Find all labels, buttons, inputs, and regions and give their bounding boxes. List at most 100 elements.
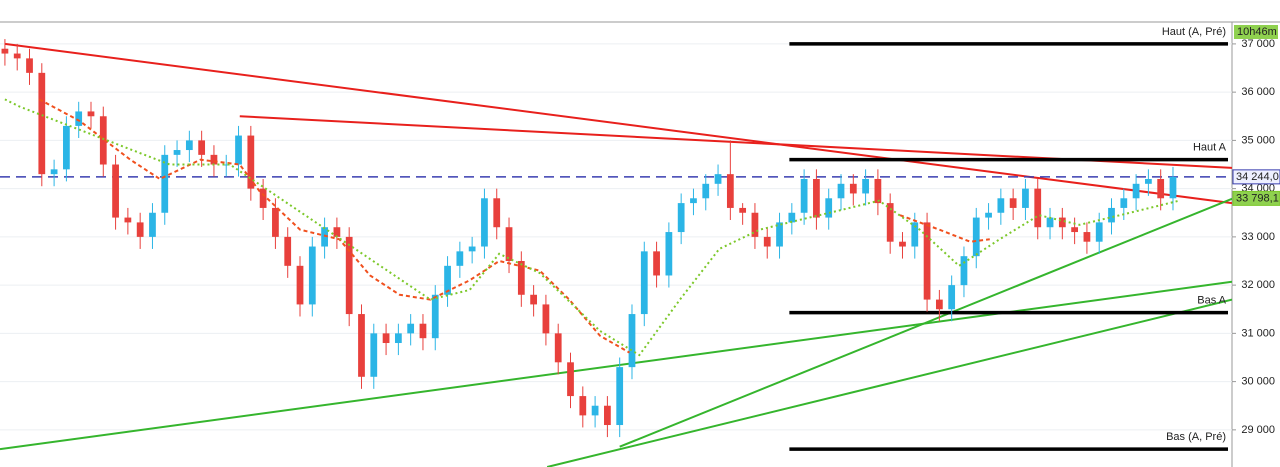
candle-body — [604, 405, 611, 426]
candle-body — [911, 222, 919, 247]
candle-body — [862, 178, 869, 194]
trendline — [619, 197, 1232, 448]
candle-body — [1, 48, 9, 54]
candle-body — [837, 183, 845, 199]
plot-area — [0, 39, 1232, 467]
y-tick-label: 33 000 — [1241, 231, 1275, 243]
candle-body — [222, 164, 230, 166]
candle-body — [149, 212, 156, 237]
candle-body — [714, 174, 722, 184]
candle-body — [493, 198, 501, 228]
price-tag-label: 34 244,0 — [1236, 171, 1279, 183]
candle-body — [923, 222, 931, 300]
candle-body — [1071, 227, 1078, 233]
timer-box — [1234, 25, 1278, 39]
candle-body — [1083, 232, 1091, 242]
candle-body — [530, 294, 538, 305]
y-tick-label: 37 000 — [1241, 38, 1275, 50]
candle-body — [985, 212, 992, 218]
candle-body — [1169, 176, 1177, 199]
candle-body — [198, 140, 206, 155]
moving-average — [4, 98, 1180, 357]
candle-body — [972, 217, 980, 257]
price-tag — [1232, 190, 1280, 206]
candle-body — [358, 314, 365, 377]
candle-body — [960, 256, 968, 286]
candle-body — [640, 251, 648, 315]
candle-body — [468, 246, 476, 252]
level-label: Bas (A, Pré) — [1166, 431, 1226, 443]
candle-body — [419, 323, 427, 339]
candle-body — [99, 116, 107, 165]
candle-body — [50, 169, 58, 175]
y-tick-label: 35 000 — [1241, 134, 1275, 146]
candle-body — [481, 198, 488, 247]
candle-body — [517, 260, 525, 295]
candle-body — [1046, 217, 1054, 228]
trendline — [546, 298, 1232, 467]
price-tag-label: 33 798,1 — [1236, 192, 1279, 204]
candle-body — [136, 222, 144, 237]
price-tag — [1232, 169, 1280, 185]
level-label: Haut A — [1193, 142, 1227, 154]
candle-body — [935, 299, 943, 310]
candle-body — [1145, 178, 1152, 184]
candle-body — [1120, 198, 1128, 208]
candle-body — [665, 232, 673, 276]
candle-body — [382, 333, 390, 344]
trendline — [4, 42, 1232, 205]
candle-body — [874, 178, 882, 204]
moving-average — [899, 214, 990, 243]
timer: 10h46m — [1237, 26, 1277, 38]
candle-body — [849, 183, 857, 194]
candle-body — [726, 174, 734, 208]
candle-body — [628, 314, 636, 368]
candle-body — [554, 333, 562, 363]
candle-body — [702, 183, 710, 199]
candle-body — [739, 207, 747, 213]
candle-body — [579, 396, 587, 416]
candle-body — [567, 362, 574, 397]
candle-body — [800, 178, 808, 213]
candle-body — [616, 367, 624, 426]
trendline — [0, 280, 1232, 451]
candle-body — [948, 285, 956, 310]
candle-body — [431, 294, 439, 339]
candle-body — [210, 154, 218, 165]
candle-body — [370, 333, 378, 377]
candle-body — [899, 241, 906, 247]
candle-body — [763, 236, 771, 247]
candle-body — [825, 198, 833, 218]
candle-body — [1132, 183, 1140, 199]
candle-body — [259, 188, 267, 208]
candle-body — [677, 203, 685, 233]
candle-body — [272, 207, 279, 237]
candle-body — [161, 154, 169, 213]
candle-body — [296, 265, 304, 305]
candle-body — [63, 125, 70, 170]
candle-body — [308, 246, 316, 305]
candle-body — [124, 217, 132, 223]
candle-body — [333, 227, 341, 237]
candle-body — [321, 227, 328, 247]
candle-body — [394, 333, 402, 344]
candle-body — [1034, 188, 1042, 228]
y-tick-label: 31 000 — [1241, 327, 1275, 339]
candle-body — [456, 251, 464, 266]
candle-body — [997, 198, 1005, 213]
candle-body — [284, 236, 292, 266]
candle-body — [591, 405, 599, 416]
candle-body — [38, 72, 46, 175]
candle-body — [26, 58, 33, 73]
level-label: Bas A — [1197, 295, 1226, 307]
candle-body — [690, 198, 697, 204]
candle-body — [13, 53, 21, 59]
candle-body — [788, 212, 796, 223]
candle-body — [776, 222, 783, 247]
candle-body — [653, 251, 660, 276]
candle-body — [75, 111, 83, 126]
candle-body — [1022, 188, 1029, 208]
candle-body — [1108, 207, 1115, 223]
